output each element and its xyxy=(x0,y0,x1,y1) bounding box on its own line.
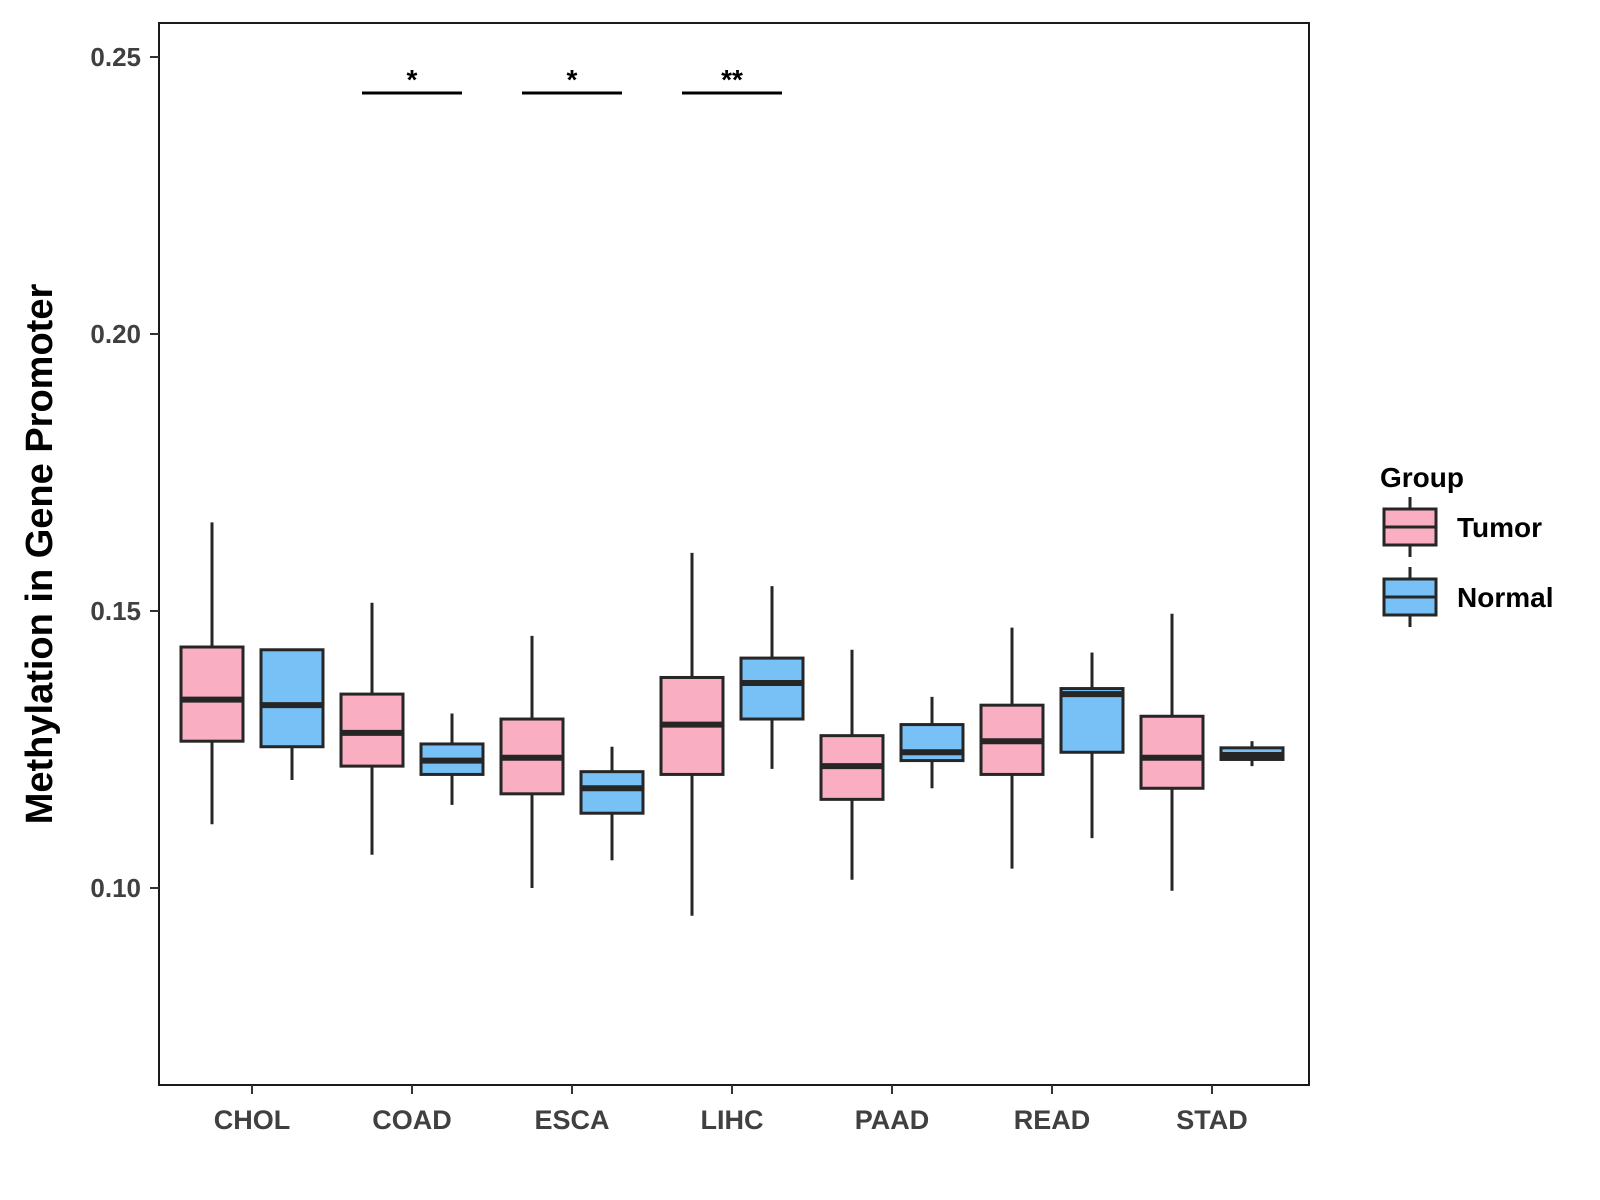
box-body xyxy=(179,645,245,743)
x-tick-label: STAD xyxy=(1176,1105,1248,1135)
box-body xyxy=(1139,714,1205,790)
significance-layer: * * ** xyxy=(362,64,782,95)
box-tumor-lihc xyxy=(659,552,725,916)
y-axis: 0.10 0.15 0.20 0.25 xyxy=(90,42,159,903)
y-axis-label: Methylation in Gene Promoter xyxy=(19,284,61,825)
legend-key-tumor xyxy=(1382,497,1438,557)
box-tumor-paad xyxy=(819,649,885,880)
legend-label-tumor: Tumor xyxy=(1457,512,1542,543)
x-tick-label: ESCA xyxy=(534,1105,609,1135)
legend-title: Group xyxy=(1380,462,1464,493)
x-tick-label: PAAD xyxy=(855,1105,930,1135)
panel-border xyxy=(158,22,1310,1086)
x-tick-label: CHOL xyxy=(214,1105,291,1135)
box-normal-chol xyxy=(259,648,325,780)
x-tick-label: LIHC xyxy=(701,1105,764,1135)
box-tumor-chol xyxy=(179,522,245,825)
y-tick-label: 0.15 xyxy=(90,596,141,626)
box-normal-read xyxy=(1059,652,1125,839)
box-layer xyxy=(179,522,1285,916)
y-tick-label: 0.20 xyxy=(90,319,141,349)
significance-label: * xyxy=(567,64,578,95)
box-normal-lihc xyxy=(739,586,805,769)
box-normal-paad xyxy=(899,696,965,789)
box-body xyxy=(579,770,645,815)
significance-label: * xyxy=(407,64,418,95)
y-tick-label: 0.10 xyxy=(90,873,141,903)
box-tumor-coad xyxy=(339,602,405,855)
x-tick-label: COAD xyxy=(372,1105,452,1135)
significance-label: ** xyxy=(721,64,743,95)
box-body xyxy=(1059,687,1125,754)
box-tumor-stad xyxy=(1139,613,1205,891)
legend: Group Tumor Normal xyxy=(1380,462,1553,627)
box-normal-esca xyxy=(579,746,645,861)
box-normal-stad xyxy=(1219,741,1285,767)
box-tumor-read xyxy=(979,627,1045,869)
y-tick-label: 0.25 xyxy=(90,42,141,72)
box-tumor-esca xyxy=(499,635,565,888)
legend-label-normal: Normal xyxy=(1457,582,1553,613)
legend-key-normal xyxy=(1382,567,1438,627)
box-normal-coad xyxy=(419,713,485,805)
x-axis: CHOL COAD ESCA LIHC PAAD READ STAD xyxy=(214,1085,1248,1135)
box-body xyxy=(259,648,325,749)
x-tick-label: READ xyxy=(1014,1105,1091,1135)
box-body xyxy=(739,656,805,721)
